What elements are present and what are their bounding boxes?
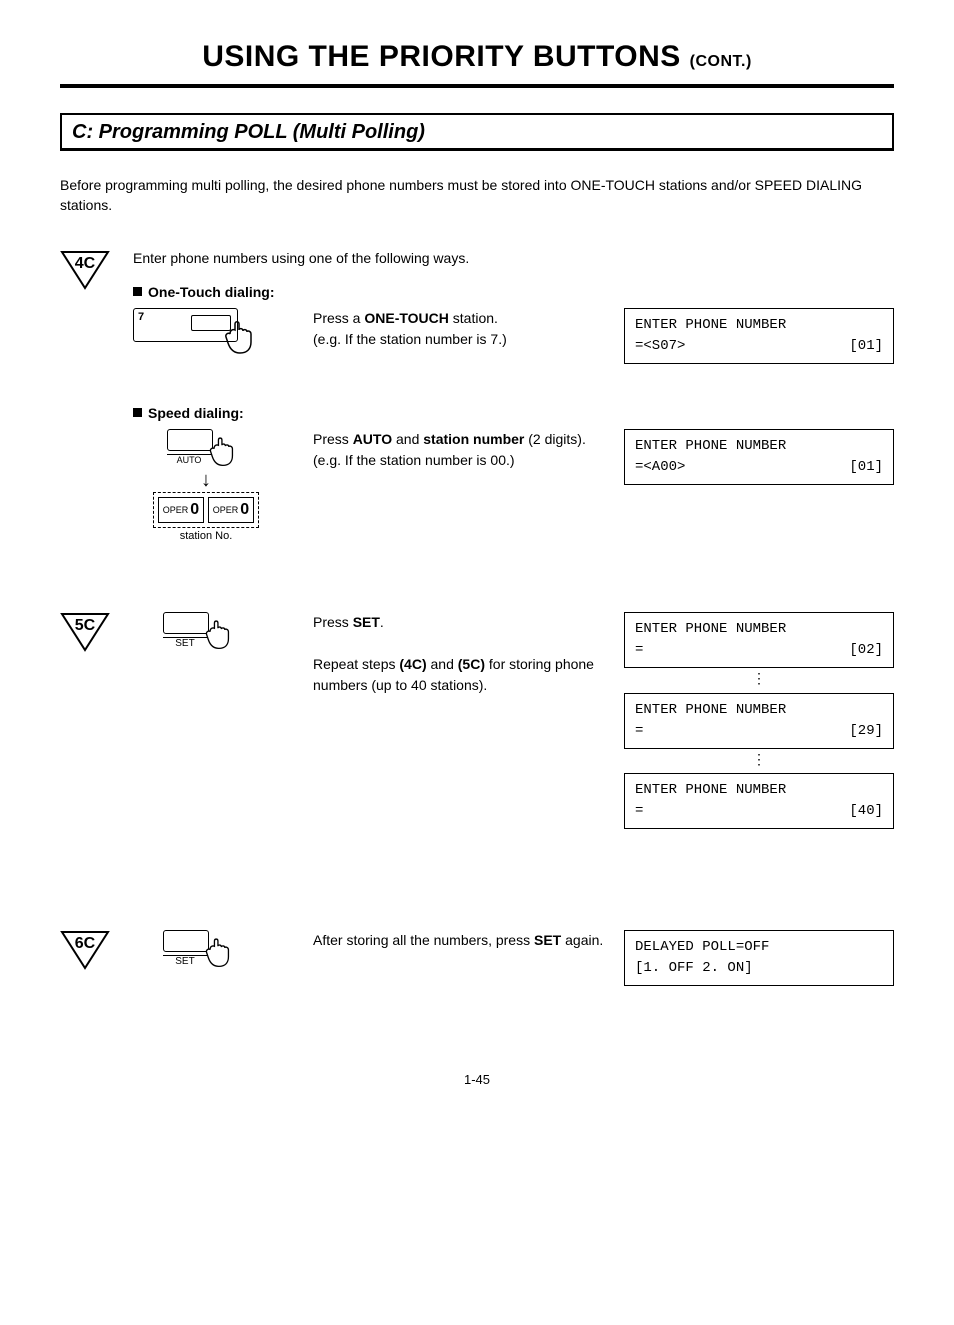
vertical-dots: ⋮: [624, 674, 894, 687]
one-touch-text: Press a ONE-TOUCH station. (e.g. If the …: [313, 308, 604, 350]
set-key-diagram-6c: SET: [133, 930, 293, 969]
lcd-6c: DELAYED POLL=OFF [1. OFF 2. ON]: [624, 930, 894, 986]
lcd-5c-2: ENTER PHONE NUMBER = [29]: [624, 693, 894, 749]
title-main: USING THE PRIORITY BUTTONS: [202, 40, 681, 73]
page-number: 1-45: [60, 1072, 894, 1087]
step-6c-text: After storing all the numbers, press SET…: [313, 930, 604, 951]
step-badge-6c: 6C: [60, 930, 110, 970]
speed-text: Press AUTO and station number (2 digits)…: [313, 429, 604, 471]
svg-text:6C: 6C: [75, 935, 96, 952]
section-header: C: Programming POLL (Multi Polling): [60, 113, 894, 151]
intro-text: Before programming multi polling, the de…: [60, 176, 894, 215]
page-title: USING THE PRIORITY BUTTONS (CONT.): [60, 40, 894, 74]
lcd-5c-3: ENTER PHONE NUMBER = [40]: [624, 773, 894, 829]
arrow-down-icon: ↓: [201, 470, 211, 490]
one-touch-heading: One-Touch dialing:: [133, 284, 894, 300]
title-cont: (CONT.): [690, 53, 752, 70]
svg-text:4C: 4C: [75, 255, 96, 272]
vertical-dots: ⋮: [624, 755, 894, 768]
step-6c: 6C SET After storing all the numbers, pr…: [60, 930, 894, 992]
one-touch-key-diagram: 7: [133, 308, 293, 356]
lcd-speed: ENTER PHONE NUMBER =<A00> [01]: [624, 429, 894, 485]
step-badge-5c: 5C: [60, 612, 110, 652]
lcd-5c-1: ENTER PHONE NUMBER = [02]: [624, 612, 894, 668]
speed-key-diagram: AUTO ↓ OPER 0 OPER 0 station No.: [133, 429, 293, 542]
step-4c-intro: Enter phone numbers using one of the fol…: [133, 250, 894, 266]
step-5c-text: Press SET. Repeat steps (4C) and (5C) fo…: [313, 612, 604, 696]
step-badge-4c: 4C: [60, 250, 110, 290]
set-key-diagram-5c: SET: [133, 612, 293, 651]
step-5c: 5C SET Press SET. Repeat steps (4C) an: [60, 612, 894, 835]
lcd-one-touch: ENTER PHONE NUMBER =<S07> [01]: [624, 308, 894, 364]
hand-pointer-icon: [201, 616, 241, 651]
hand-pointer-icon: [205, 433, 245, 468]
hand-pointer-icon: [201, 934, 241, 969]
svg-text:5C: 5C: [75, 617, 96, 634]
speed-heading: Speed dialing:: [133, 405, 894, 421]
title-rule: [60, 84, 894, 88]
station-keys: OPER 0 OPER 0: [153, 492, 259, 528]
step-4c: 4C Enter phone numbers using one of the …: [60, 250, 894, 577]
